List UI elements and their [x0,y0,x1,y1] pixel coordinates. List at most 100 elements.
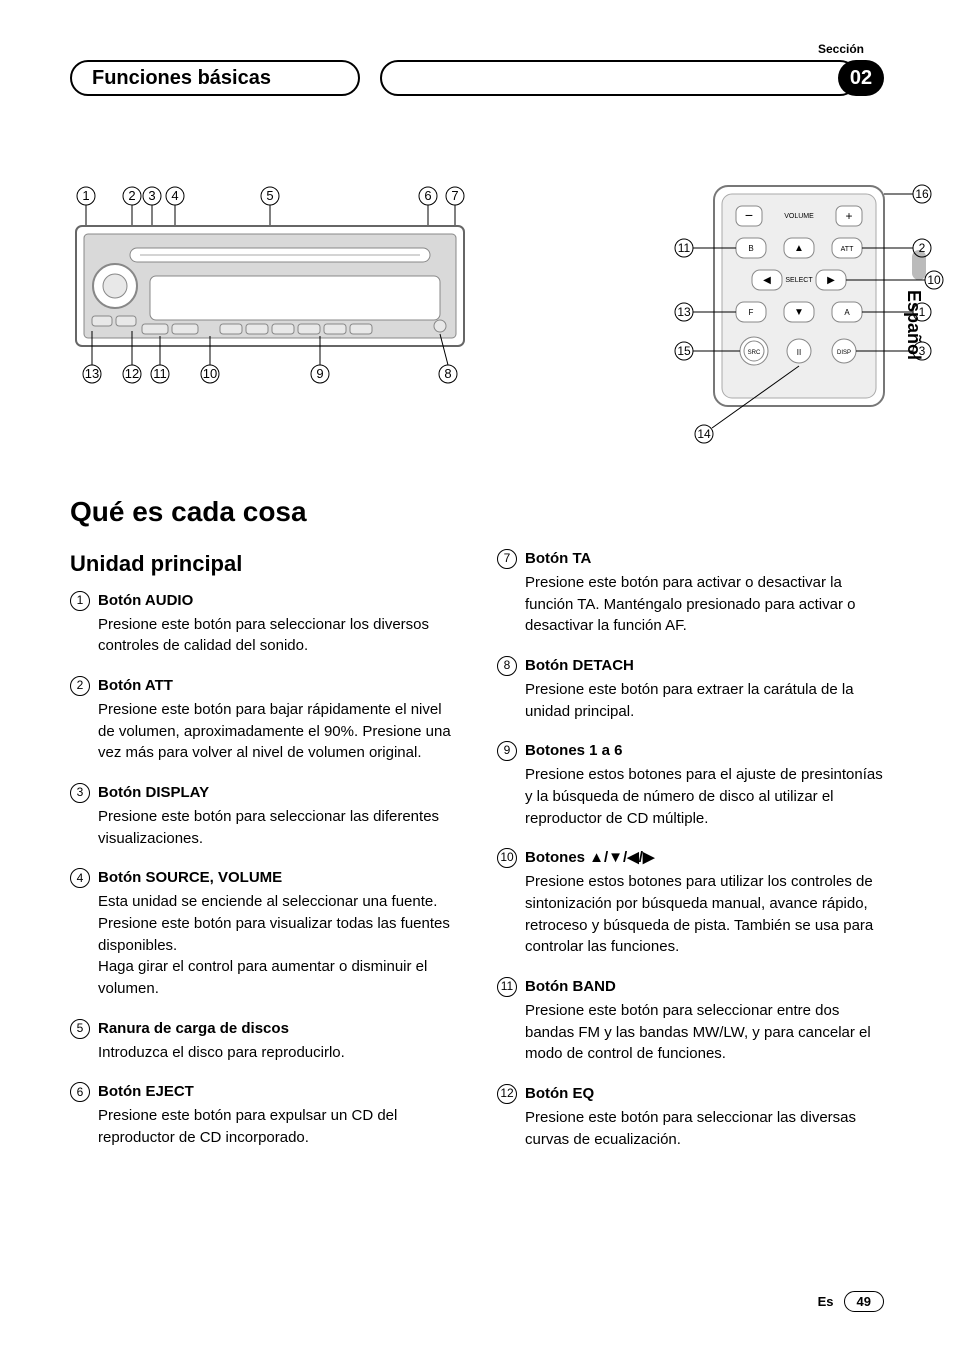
definition-item: 8 Botón DETACHPresione este botón para ex… [497,655,884,722]
svg-text:9: 9 [316,366,323,381]
page-number-badge: 49 [844,1291,884,1312]
svg-text:6: 6 [424,188,431,203]
svg-text:◀: ◀ [763,275,771,286]
svg-text:2: 2 [919,241,926,255]
svg-text:11: 11 [153,366,167,381]
header-row: Funciones básicas 02 [70,60,884,96]
section-number-badge: 02 [838,60,884,96]
definition-item: 7 Botón TAPresione este botón para activa… [497,548,884,637]
item-body: Presione este botón para expulsar un CD … [70,1105,457,1149]
svg-text:▶: ▶ [827,275,835,286]
item-body: Presione estos botones para utilizar los… [497,871,884,958]
item-body: Presione este botón para extraer la cará… [497,679,884,723]
svg-text:10: 10 [927,273,941,287]
definition-item: 9 Botones 1 a 6Presione estos botones par… [497,740,884,829]
item-title: Botón EJECT [98,1081,194,1103]
item-title: Ranura de carga de discos [98,1018,289,1040]
left-column: Unidad principal 1Botón AUDIOPresione es… [70,548,457,1168]
definition-item: 2 Botón ATTPresione este botón para bajar… [70,675,457,764]
item-body: Presione estos botones para el ajuste de… [497,764,884,829]
header-title-pill: Funciones básicas [70,60,360,96]
item-number-circle: 12 [497,1084,517,1104]
svg-text:SELECT: SELECT [785,277,813,284]
svg-text:4: 4 [171,188,178,203]
svg-text:14: 14 [697,427,711,441]
right-column: 7 Botón TAPresione este botón para activa… [497,548,884,1168]
item-title: Botón ATT [98,675,173,697]
item-number-circle: 7 [497,549,517,569]
svg-text:B: B [748,244,753,253]
item-number-circle: 6 [70,1082,90,1102]
svg-text:VOLUME: VOLUME [784,213,814,220]
svg-text:▼: ▼ [794,307,804,318]
definition-item: 4 Botón SOURCE, VOLUMEEsta unidad se enci… [70,867,457,1000]
svg-text:SRC: SRC [748,350,761,356]
svg-text:15: 15 [677,344,691,358]
item-number-circle: 11 [497,977,517,997]
definition-item: 11 Botón BANDPresione este botón para sel… [497,976,884,1065]
svg-text:13: 13 [677,305,691,319]
svg-text:7: 7 [451,188,458,203]
section-label: Sección [818,42,864,56]
svg-text:3: 3 [148,188,155,203]
item-title: Botones ▲/▼/◀/▶ [525,847,654,869]
definition-item: 1 Botón AUDIOPresione este botón para sel… [70,590,457,657]
header-right-pill: 02 [380,60,884,96]
item-number-circle: 9 [497,741,517,761]
item-number-circle: 4 [70,868,90,888]
svg-text:5: 5 [266,188,273,203]
svg-text:F: F [749,308,754,317]
item-title: Botón AUDIO [98,590,193,612]
item-body: Esta unidad se enciende al seleccionar u… [70,891,457,1000]
remote-diagram: − VOLUME + B ▲ ATT ◀ SELECT ▶ F ▼ A SRC … [624,176,884,436]
item-title: Botón TA [525,548,591,570]
item-number-circle: 3 [70,783,90,803]
page-footer: Es 49 [818,1291,884,1312]
item-body: Presione este botón para seleccionar las… [497,1107,884,1151]
svg-text:12: 12 [125,366,139,381]
item-title: Botones 1 a 6 [525,740,623,762]
svg-text:A: A [844,308,850,317]
item-title: Botón DETACH [525,655,634,677]
item-number-circle: 8 [497,656,517,676]
svg-text:II: II [797,348,801,357]
content-columns: Unidad principal 1Botón AUDIOPresione es… [70,548,884,1168]
item-number-circle: 5 [70,1019,90,1039]
item-number-circle: 2 [70,676,90,696]
item-title: Botón SOURCE, VOLUME [98,867,282,889]
svg-text:2: 2 [128,188,135,203]
item-body: Presione este botón para activar o desac… [497,572,884,637]
svg-text:13: 13 [85,366,99,381]
svg-text:1: 1 [82,188,89,203]
definition-item: 3 Botón DISPLAYPresione este botón para s… [70,782,457,849]
definition-item: 10Botones ▲/▼/◀/▶Presione estos botones … [497,847,884,958]
svg-text:▲: ▲ [794,243,804,254]
page-title: Qué es cada cosa [70,496,884,528]
item-body: Presione este botón para bajar rápidamen… [70,699,457,764]
svg-text:ATT: ATT [841,246,854,253]
stereo-diagram: 1 2 3 4 5 6 7 [70,176,470,336]
diagrams-row: 1 2 3 4 5 6 7 [70,176,884,436]
svg-text:+: + [845,209,852,223]
item-title: Botón DISPLAY [98,782,209,804]
item-number-circle: 1 [70,591,90,611]
item-body: Presione este botón para seleccionar ent… [497,1000,884,1065]
svg-text:10: 10 [203,366,217,381]
definition-item: 5 Ranura de carga de discosIntroduzca el … [70,1018,457,1064]
svg-text:−: − [745,207,753,223]
subsection-title: Unidad principal [70,548,457,580]
item-body: Introduzca el disco para reproducirlo. [70,1042,457,1064]
definition-item: 12 Botón EQPresione este botón para selec… [497,1083,884,1150]
item-title: Botón BAND [525,976,616,998]
footer-language: Es [818,1294,834,1309]
item-title: Botón EQ [525,1083,594,1105]
svg-text:DISP: DISP [837,350,851,356]
svg-text:16: 16 [915,187,929,201]
definition-item: 6 Botón EJECTPresione este botón para exp… [70,1081,457,1148]
svg-text:11: 11 [678,241,691,255]
item-body: Presione este botón para seleccionar los… [70,614,457,658]
svg-text:3: 3 [919,344,926,358]
svg-text:8: 8 [444,366,451,381]
svg-text:1: 1 [919,305,926,319]
item-body: Presione este botón para seleccionar las… [70,806,457,850]
